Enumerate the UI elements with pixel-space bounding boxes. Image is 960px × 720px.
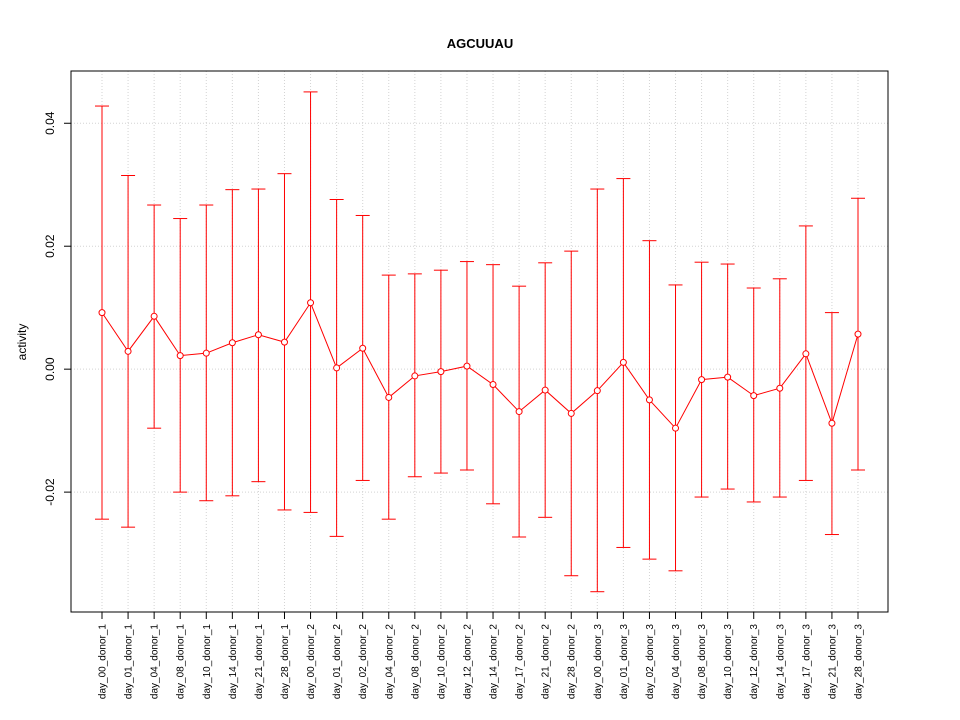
x-tick-label: day_14_donor_1 xyxy=(228,624,239,700)
data-point xyxy=(228,339,236,347)
x-tick-label: day_17_donor_2 xyxy=(515,624,526,700)
x-tick-label: day_04_donor_1 xyxy=(150,624,161,700)
data-point xyxy=(385,393,393,401)
data-point xyxy=(307,299,315,307)
y-tick-label: 0.04 xyxy=(43,111,57,135)
x-tick-label: day_08_donor_1 xyxy=(176,624,187,700)
x-tick-label: day_04_donor_2 xyxy=(384,624,395,700)
series-line xyxy=(101,301,859,430)
data-point xyxy=(724,373,732,381)
data-point xyxy=(828,419,836,427)
x-tick-label: day_10_donor_2 xyxy=(436,624,447,700)
x-tick-label: day_01_donor_1 xyxy=(124,624,135,700)
data-point xyxy=(489,381,497,389)
data-point xyxy=(411,372,419,380)
data-point xyxy=(463,362,471,370)
data-point xyxy=(619,358,627,366)
data-point xyxy=(254,331,262,339)
data-point xyxy=(698,376,706,384)
data-point xyxy=(359,344,367,352)
x-axis: day_00_donor_1 day_01_donor_1 day_04_donor… xyxy=(98,611,865,700)
x-tick-label: day_02_donor_3 xyxy=(645,624,656,700)
data-point xyxy=(98,309,106,317)
x-tick-label: day_17_donor_3 xyxy=(801,624,812,700)
x-tick-label: day_28_donor_3 xyxy=(854,624,865,700)
x-tick-label: day_14_donor_3 xyxy=(775,624,786,700)
plot-frame xyxy=(70,70,889,613)
y-tick-label: -0.02 xyxy=(43,478,57,506)
data-point xyxy=(802,350,810,358)
y-axis-label: activity xyxy=(15,324,29,361)
gridlines xyxy=(71,71,888,612)
x-tick-label: day_08_donor_2 xyxy=(410,624,421,700)
x-tick-label: day_21_donor_1 xyxy=(254,624,265,700)
y-axis: -0.02 0.00 0.02 0.04 xyxy=(43,111,72,506)
x-tick-label: day_01_donor_3 xyxy=(619,624,630,700)
y-tick-label: 0.02 xyxy=(43,234,57,258)
x-tick-label: day_10_donor_3 xyxy=(723,624,734,700)
data-point xyxy=(672,424,680,432)
data-point xyxy=(776,384,784,392)
data-point xyxy=(750,392,758,400)
x-tick-label: day_01_donor_2 xyxy=(332,624,343,700)
x-tick-label: day_28_donor_1 xyxy=(280,624,291,700)
x-tick-label: day_00_donor_3 xyxy=(593,624,604,700)
data-point xyxy=(333,364,341,372)
data-point xyxy=(541,386,549,394)
x-tick-label: day_12_donor_3 xyxy=(749,624,760,700)
x-tick-label: day_21_donor_3 xyxy=(827,624,838,700)
data-points xyxy=(98,299,862,432)
data-point xyxy=(645,396,653,404)
data-point xyxy=(150,312,158,320)
x-tick-label: day_04_donor_3 xyxy=(671,624,682,700)
x-tick-label: day_00_donor_2 xyxy=(306,624,317,700)
x-tick-label: day_02_donor_2 xyxy=(358,624,369,700)
chart-title: AGCUUAU xyxy=(447,36,513,51)
error-bars xyxy=(95,91,865,593)
data-point xyxy=(280,338,288,346)
data-point xyxy=(437,368,445,376)
x-tick-label: day_10_donor_1 xyxy=(202,624,213,700)
x-tick-label: day_08_donor_3 xyxy=(697,624,708,700)
x-tick-label: day_14_donor_2 xyxy=(489,624,500,700)
y-tick-label: 0.00 xyxy=(43,357,57,381)
data-point xyxy=(854,330,862,338)
data-point xyxy=(176,352,184,360)
x-tick-label: day_21_donor_2 xyxy=(541,624,552,700)
x-tick-label: day_00_donor_1 xyxy=(98,624,109,700)
x-tick-label: day_12_donor_2 xyxy=(462,624,473,700)
data-point xyxy=(515,408,523,416)
data-point xyxy=(124,347,132,355)
data-point xyxy=(202,349,210,357)
data-point xyxy=(593,387,601,395)
data-point xyxy=(567,409,575,417)
x-tick-label: day_28_donor_2 xyxy=(567,624,578,700)
